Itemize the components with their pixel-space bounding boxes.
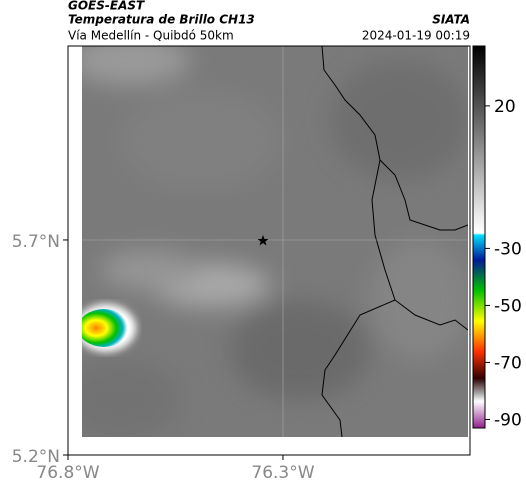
colorbar [472, 45, 486, 429]
agency: SIATA [432, 13, 470, 27]
y-tick-label: 5.2°N [12, 447, 60, 467]
map-frame [67, 45, 471, 456]
title: Temperatura de Brillo CH13 [68, 13, 255, 27]
location-marker [257, 235, 269, 246]
x-tick-label: 76.8°W [36, 463, 99, 483]
colorbar-tick-label: -30 [494, 239, 522, 259]
colorbar-tick-label: -50 [494, 296, 522, 316]
source: GOES-EAST [68, 0, 145, 13]
colorbar-tick-label: -90 [494, 410, 522, 430]
subtitle: Vía Medellín - Quibdó 50km [68, 29, 234, 43]
y-tick-label: 5.7°N [12, 232, 60, 252]
satellite-image [82, 46, 468, 437]
x-tick-label: 76.3°W [251, 463, 314, 483]
colorbar-tick-label: 20 [494, 97, 516, 117]
datetime: 2024-01-19 00:19 [362, 29, 470, 43]
colorbar-tick-label: -70 [494, 353, 522, 373]
